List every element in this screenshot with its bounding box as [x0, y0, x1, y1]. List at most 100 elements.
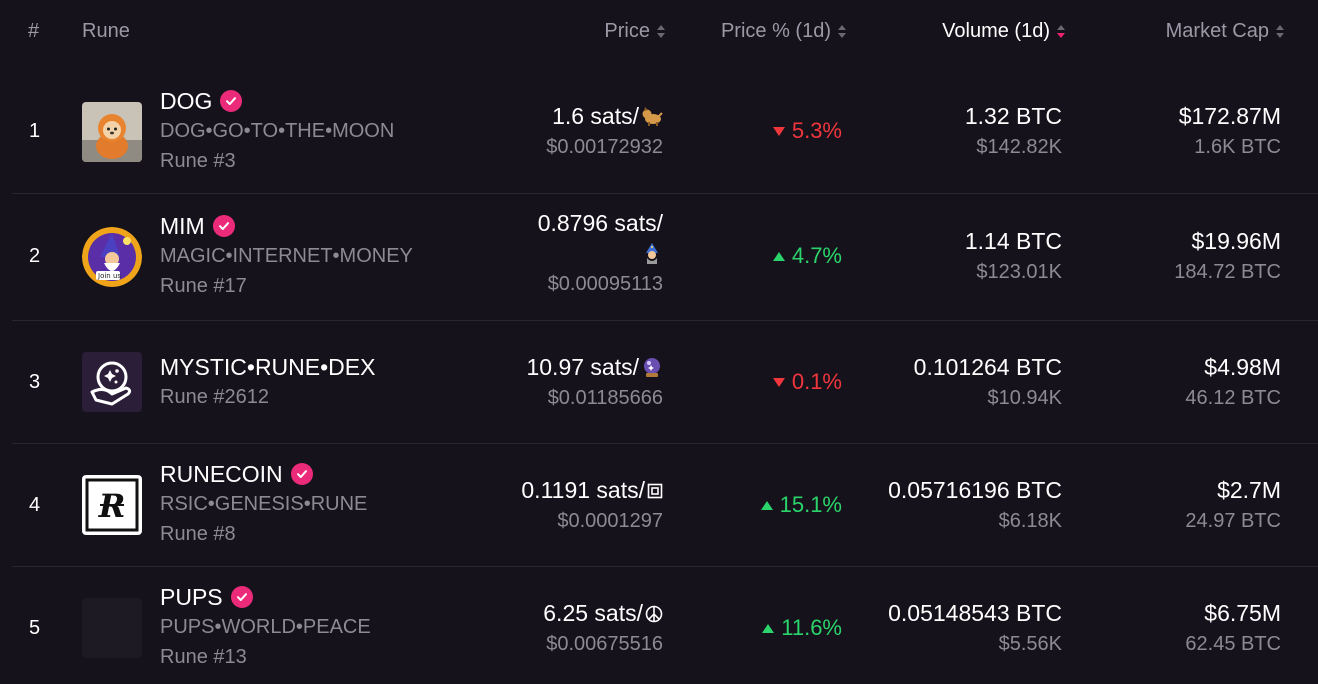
market-cap-cell: $6.75M 62.45 BTC — [1185, 598, 1281, 661]
rune-name[interactable]: PUPS — [160, 583, 223, 610]
price-change-badge: 4.7% — [772, 243, 842, 269]
sort-icon — [1276, 25, 1284, 38]
wizard-emoji-icon — [641, 241, 663, 264]
rune-number: Rune #13 — [160, 646, 247, 668]
peace-symbol-icon — [645, 600, 663, 623]
market-cap-btc: 46.12 BTC — [1185, 387, 1281, 409]
price-usd: $0.00095113 — [547, 273, 663, 295]
rune-column-header: Rune — [82, 20, 130, 43]
price-usd: $0.0001297 — [557, 510, 663, 532]
rune-name-block: RUNECOIN RSIC•GENESIS•RUNE Rune #8 — [160, 459, 367, 549]
market-cap-btc: 1.6K BTC — [1194, 136, 1281, 158]
arrow-up-icon — [760, 500, 773, 510]
volume-btc: 1.14 BTC — [964, 228, 1062, 254]
volume-usd: $142.82K — [976, 136, 1062, 158]
rank-header-label: # — [28, 20, 40, 42]
runecoin-logo: R — [82, 475, 142, 535]
rune-name[interactable]: MYSTIC•RUNE•DEX — [160, 353, 376, 380]
dog-emoji-icon — [641, 104, 663, 126]
rune-name-block: PUPS PUPS•WORLD•PEACE Rune #13 — [160, 582, 371, 672]
row-divider — [12, 193, 1318, 194]
arrow-down-icon — [772, 377, 785, 387]
rune-spaced-name: RSIC•GENESIS•RUNE — [160, 493, 368, 515]
price-change-value: 15.1% — [779, 492, 842, 517]
rune-header-label: Rune — [82, 20, 130, 42]
verified-check-icon — [212, 215, 235, 237]
market-cap-usd: $6.75M — [1204, 600, 1281, 626]
sort-icon — [657, 25, 665, 38]
arrow-down-icon — [772, 126, 785, 136]
price-cell: 10.97 sats/ $0.01185666 — [526, 352, 663, 415]
volume-usd: $6.18K — [998, 510, 1062, 532]
volume-btc: 0.101264 BTC — [913, 354, 1062, 380]
price-sats: 6.25 sats/ — [543, 600, 643, 626]
price-sats: 0.8796 sats/ — [537, 210, 663, 236]
market-cap-btc: 62.45 BTC — [1185, 633, 1281, 655]
price-change-value: 11.6% — [781, 615, 842, 640]
price-sats: 1.6 sats/ — [552, 103, 639, 129]
volume-cell: 1.14 BTC $123.01K — [965, 226, 1062, 289]
price-sats: 0.1191 sats/ — [521, 477, 645, 503]
market-cap-usd: $19.96M — [1191, 228, 1281, 254]
volume-column-header[interactable]: Volume (1d) — [942, 20, 1065, 43]
rune-spaced-name: DOG•GO•TO•THE•MOON — [160, 120, 395, 142]
market-cap-btc: 24.97 BTC — [1185, 510, 1281, 532]
pups-logo — [82, 598, 142, 658]
price-change-column-header[interactable]: Price % (1d) — [721, 20, 846, 43]
table-row-dog[interactable]: 1 DOG DOG•GO•TO•THE•MOON Rune #3 1.6 sat… — [12, 72, 1318, 194]
table-row-mystic-rune-dex[interactable]: 3 MYSTIC•RUNE•DEX Rune #2612 10.97 sats/… — [12, 321, 1318, 444]
volume-usd: $5.56K — [998, 633, 1062, 655]
market-cap-cell: $4.98M 46.12 BTC — [1185, 352, 1281, 415]
price-usd: $0.00172932 — [546, 136, 663, 158]
market-cap-usd: $2.7M — [1217, 477, 1281, 503]
mystic-rune-dex-logo — [82, 352, 142, 412]
table-row-runecoin[interactable]: 4 R RUNECOIN RSIC•GENESIS•RUNE Rune #8 0… — [12, 444, 1318, 567]
verified-check-icon — [290, 463, 313, 485]
rune-name[interactable]: MIM — [160, 212, 205, 239]
rank-number: 3 — [29, 371, 41, 393]
row-divider — [12, 443, 1318, 444]
volume-btc: 0.05148543 BTC — [888, 600, 1062, 626]
rank-number: 2 — [29, 245, 41, 267]
verified-check-icon — [220, 90, 243, 112]
svg-text:Join us: Join us — [97, 272, 121, 280]
arrow-up-icon — [762, 623, 775, 633]
table-row-mim[interactable]: 2 Join us MIM MAGIC•INTERNET•MONEY Rune … — [12, 194, 1318, 321]
volume-cell: 0.101264 BTC $10.94K — [914, 352, 1062, 415]
market-cap-btc: 184.72 BTC — [1174, 261, 1281, 283]
price-usd: $0.00675516 — [546, 633, 663, 655]
volume-header-label: Volume (1d) — [942, 20, 1050, 42]
price-change-value: 4.7% — [791, 243, 842, 268]
rank-column-header: # — [28, 20, 39, 43]
table-header: # Rune Price Price % (1d) Volume (1d) Ma… — [0, 0, 1318, 64]
price-change-badge: 0.1% — [772, 369, 842, 395]
market-cap-usd: $4.98M — [1204, 354, 1281, 380]
mim-logo: Join us — [82, 227, 142, 287]
price-change-value: 0.1% — [791, 369, 842, 394]
table-row-pups[interactable]: 5 PUPS PUPS•WORLD•PEACE Rune #13 6.25 sa… — [12, 567, 1318, 684]
rune-name[interactable]: RUNECOIN — [160, 460, 283, 487]
rune-name[interactable]: DOG — [160, 87, 213, 114]
rank-number: 4 — [29, 494, 41, 516]
price-sats: 10.97 sats/ — [526, 354, 639, 380]
volume-usd: $123.01K — [976, 261, 1062, 283]
price-change-value: 5.3% — [791, 118, 842, 143]
market-cap-cell: $19.96M 184.72 BTC — [1174, 226, 1281, 289]
verified-check-icon — [230, 586, 253, 608]
row-divider — [12, 566, 1318, 567]
volume-cell: 1.32 BTC $142.82K — [965, 101, 1062, 164]
rune-spaced-name: MAGIC•INTERNET•MONEY — [160, 245, 413, 267]
sort-descending-icon — [1057, 25, 1065, 38]
sort-icon — [838, 25, 846, 38]
price-change-badge: 15.1% — [760, 492, 842, 518]
market-cap-header-label: Market Cap — [1165, 20, 1269, 42]
price-change-header-label: Price % (1d) — [720, 20, 831, 42]
rune-number: Rune #3 — [160, 150, 236, 172]
volume-usd: $10.94K — [987, 387, 1062, 409]
market-cap-column-header[interactable]: Market Cap — [1166, 20, 1284, 43]
rune-name-block: DOG DOG•GO•TO•THE•MOON Rune #3 — [160, 86, 394, 176]
volume-cell: 0.05716196 BTC $6.18K — [888, 475, 1062, 538]
price-column-header[interactable]: Price — [604, 20, 665, 43]
crystal-ball-icon — [641, 355, 663, 377]
